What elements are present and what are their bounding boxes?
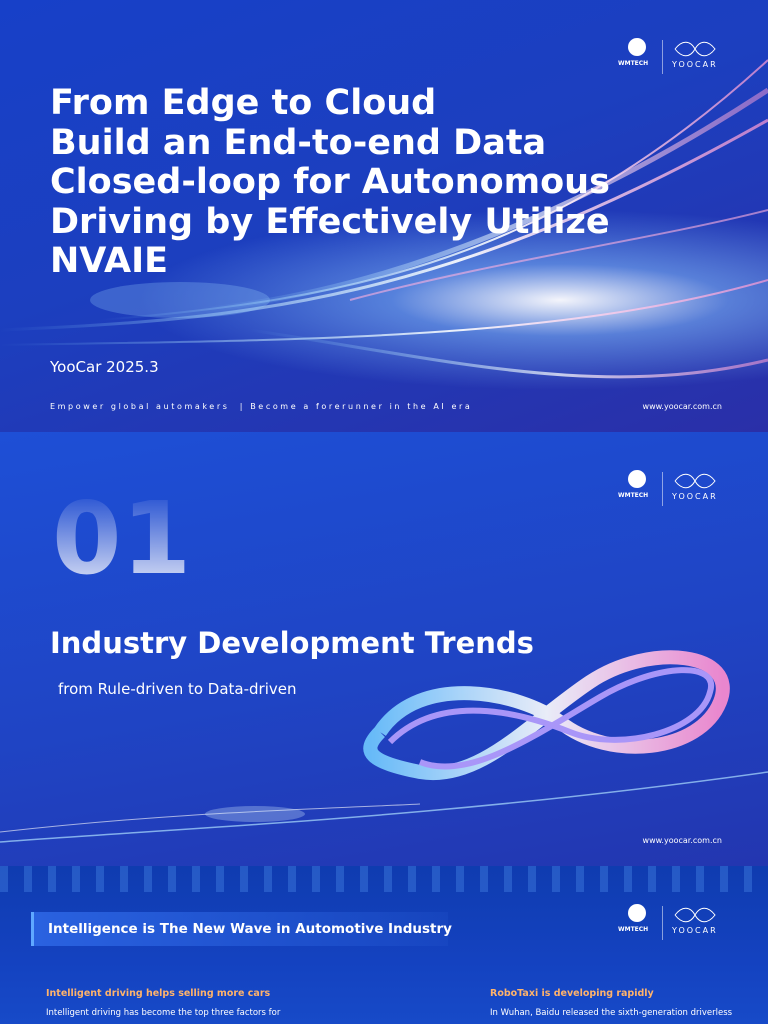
title-line: NVAIE [50, 241, 169, 281]
column: RoboTaxi is developing rapidly In Wuhan,… [490, 988, 768, 1018]
logo-icon [628, 904, 646, 922]
title-line: Closed-loop for Autonomous [50, 162, 610, 202]
cover-slide: WMTECH YOOCAR From Edge to Cloud Build an… [0, 0, 768, 432]
logo-separator [662, 472, 663, 506]
logo-text: WMTECH [618, 60, 649, 67]
banner-text: Intelligence is The New Wave in Automoti… [48, 921, 452, 937]
cover-title: From Edge to Cloud Build an End-to-end Da… [50, 83, 610, 282]
logo-separator [662, 40, 663, 74]
pattern [0, 866, 768, 892]
title-line: From Edge to Cloud [50, 83, 437, 123]
logo-text: YOOCAR [672, 60, 718, 69]
section-slide: WMTECH YOOCAR www.yoocar.com.cn [0, 432, 768, 866]
title-line: Build an End-to-end Data [50, 122, 547, 163]
banner: Intelligence is The New Wave in Automoti… [31, 912, 452, 946]
title-line: Driving by Effectively Utilize [50, 201, 610, 242]
section-title: Industry Development Trends [50, 626, 534, 660]
column: Intelligent driving helps selling more c… [46, 988, 326, 1018]
section-decoration [0, 650, 768, 843]
column-heading: RoboTaxi is developing rapidly [490, 988, 654, 999]
logo-text: WMTECH [618, 926, 649, 933]
website: www.yoocar.com.cn [642, 402, 722, 411]
section-subtitle: from Rule-driven to Data-driven [58, 680, 297, 698]
logo-icon [628, 470, 646, 488]
logos: WMTECH YOOCAR [618, 38, 728, 78]
logo-mark [674, 907, 716, 923]
logos: WMTECH YOOCAR [618, 470, 728, 510]
cover-subtitle: YooCar 2025.3 [50, 358, 159, 376]
logo-separator [662, 906, 663, 940]
website: www.yoocar.com.cn [642, 836, 722, 845]
column-text: Intelligent driving has become the top t… [46, 1008, 281, 1018]
column-heading: Intelligent driving helps selling more c… [46, 988, 271, 999]
logo-text: YOOCAR [672, 492, 718, 501]
tagline: Empower global automakers | Become a for… [50, 402, 473, 411]
logo-mark [674, 41, 716, 57]
logo-icon [628, 38, 646, 56]
column-text: In Wuhan, Baidu released the sixth-gener… [490, 1008, 733, 1018]
section-number: 01 [52, 480, 192, 597]
light-streaks [0, 59, 768, 379]
logo-mark [674, 473, 716, 489]
logos: WMTECH YOOCAR [618, 904, 728, 944]
logo-text: WMTECH [618, 492, 649, 499]
logo-text: YOOCAR [672, 926, 718, 935]
